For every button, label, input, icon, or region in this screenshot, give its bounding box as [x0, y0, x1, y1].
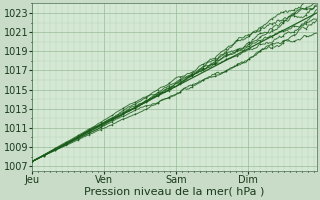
X-axis label: Pression niveau de la mer( hPa ): Pression niveau de la mer( hPa ) — [84, 187, 265, 197]
